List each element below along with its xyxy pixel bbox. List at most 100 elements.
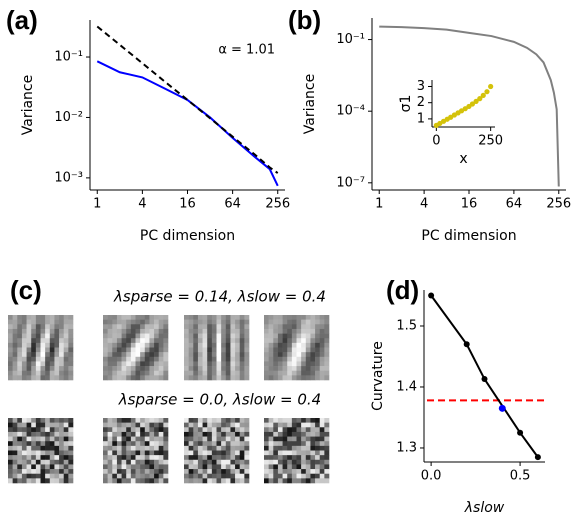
image-pixel [22, 357, 27, 362]
image-pixel [159, 338, 164, 343]
image-pixel [198, 324, 203, 329]
image-pixel [22, 427, 27, 432]
image-pixel [226, 423, 231, 428]
image-pixel [193, 478, 198, 483]
image-pixel [198, 432, 203, 437]
image-pixel [292, 460, 297, 465]
image-pixel [27, 338, 32, 343]
image-pixel [41, 432, 46, 437]
image-pixel [131, 437, 136, 442]
x-axis-label: x [459, 151, 467, 167]
image-pixel [159, 427, 164, 432]
image-pixel [136, 478, 141, 483]
y-tick-label: 10⁻⁷ [336, 175, 365, 190]
image-pixel [320, 361, 325, 366]
image-pixel [301, 451, 306, 456]
image-pixel [324, 427, 329, 432]
image-pixel [310, 427, 315, 432]
image-pixel [244, 357, 249, 362]
image-pixel [278, 451, 283, 456]
image-pixel [22, 348, 27, 353]
image-pixel [17, 451, 22, 456]
image-pixel [244, 324, 249, 329]
image-pixel [306, 357, 311, 362]
image-pixel [315, 446, 320, 451]
image-pixel [59, 437, 64, 442]
image-pixel [131, 423, 136, 428]
image-pixel [273, 446, 278, 451]
image-pixel [50, 423, 55, 428]
image-pixel [136, 348, 141, 353]
image-pixel [36, 371, 41, 376]
image-pixel [315, 423, 320, 428]
image-pixel [131, 474, 136, 479]
image-pixel [13, 361, 18, 366]
image-pixel [184, 352, 189, 357]
image-pixel [50, 478, 55, 483]
image-pixel [112, 464, 117, 469]
image-pixel [287, 320, 292, 325]
image-pixel [140, 329, 145, 334]
image-pixel [203, 357, 208, 362]
image-pixel [122, 441, 127, 446]
image-pixel [103, 469, 108, 474]
image-pixel [159, 460, 164, 465]
image-pixel [221, 423, 226, 428]
image-pixel [131, 352, 136, 357]
image-pixel [235, 478, 240, 483]
image-pixel [292, 343, 297, 348]
image-pixel [108, 329, 113, 334]
image-pixel [207, 352, 212, 357]
image-pixel [117, 455, 122, 460]
image-pixel [126, 478, 131, 483]
image-pixel [45, 437, 50, 442]
panel-label: (b) [288, 5, 321, 35]
image-pixel [203, 427, 208, 432]
image-pixel [273, 474, 278, 479]
image-pixel [149, 446, 154, 451]
image-pixel [240, 343, 245, 348]
image-pixel [320, 375, 325, 380]
image-pixel [131, 338, 136, 343]
image-pixel [136, 469, 141, 474]
image-pixel [306, 460, 311, 465]
image-pixel [315, 451, 320, 456]
image-pixel [221, 474, 226, 479]
image-pixel [198, 441, 203, 446]
image-pixel [297, 441, 302, 446]
image-pixel [13, 352, 18, 357]
image-pixel [159, 418, 164, 423]
y-tick-label: 2 [417, 95, 425, 110]
image-pixel [297, 460, 302, 465]
image-pixel [140, 320, 145, 325]
image-pixel [59, 418, 64, 423]
image-pixel [269, 324, 274, 329]
image-pixel [45, 329, 50, 334]
image-pixel [283, 418, 288, 423]
image-pixel [136, 361, 141, 366]
data-point [482, 376, 488, 382]
image-pixel [315, 329, 320, 334]
image-pixel [207, 455, 212, 460]
image-pixel [103, 366, 108, 371]
image-pixel [126, 474, 131, 479]
image-pixel [22, 474, 27, 479]
image-pixel [54, 348, 59, 353]
image-pixel [324, 334, 329, 339]
image-pixel [320, 334, 325, 339]
image-pixel [149, 375, 154, 380]
image-pixel [159, 366, 164, 371]
image-pixel [41, 329, 46, 334]
image-pixel [131, 464, 136, 469]
image-pixel [59, 315, 64, 320]
image-pixel [230, 348, 235, 353]
image-pixel [203, 343, 208, 348]
image-pixel [244, 469, 249, 474]
image-pixel [131, 324, 136, 329]
image-pixel [207, 427, 212, 432]
image-pixel [207, 329, 212, 334]
image-pixel [163, 361, 168, 366]
image-pixel [112, 343, 117, 348]
image-pixel [22, 469, 27, 474]
image-pixel [54, 427, 59, 432]
